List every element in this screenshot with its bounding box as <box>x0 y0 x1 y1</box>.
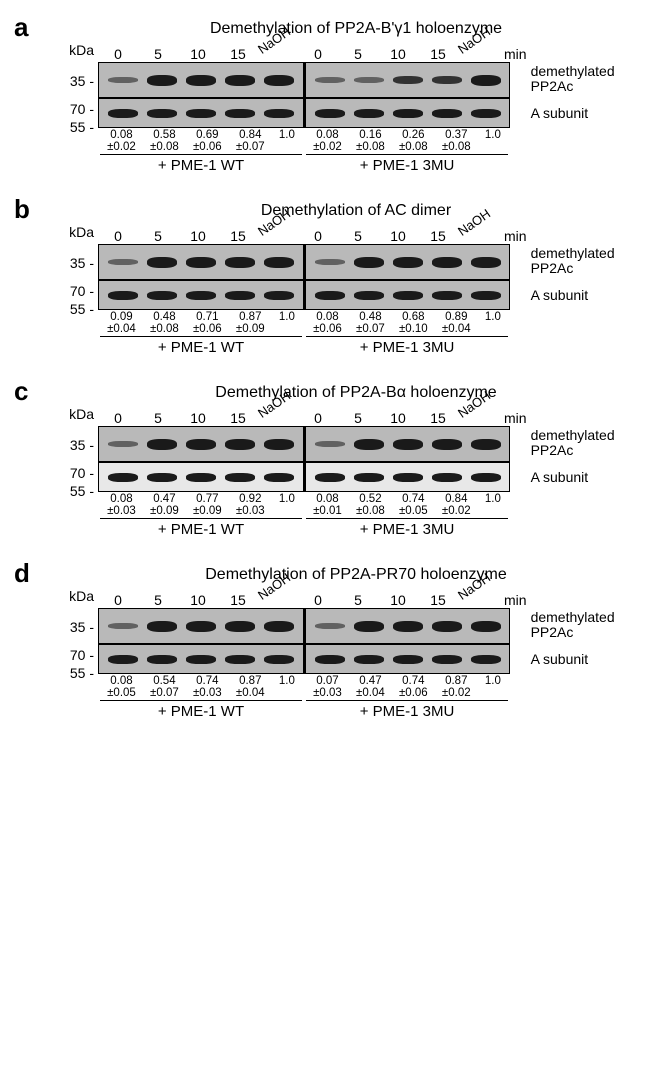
blot-asubunit-wt <box>98 644 304 674</box>
blot-demethylated-wt <box>98 62 304 98</box>
panel-letter: c <box>14 376 28 407</box>
mw-labels: kDa35 -70 -55 - <box>48 42 98 134</box>
row-labels: demethylatedPP2AcA subunit <box>527 42 615 121</box>
mw-labels: kDa35 -70 -55 - <box>48 224 98 316</box>
panel-a: aDemethylation of PP2A-B'γ1 holoenzymekD… <box>20 20 652 174</box>
blot-asubunit-mu <box>304 280 510 310</box>
mw-labels: kDa35 -70 -55 - <box>48 406 98 498</box>
row-labels: demethylatedPP2AcA subunit <box>527 406 615 485</box>
row-labels: demethylatedPP2AcA subunit <box>527 224 615 303</box>
panel-title: Demethylation of PP2A-PR70 holoenzyme <box>20 566 652 584</box>
blot-demethylated-wt <box>98 244 304 280</box>
blot-asubunit-wt <box>98 280 304 310</box>
quantification-values: 0.09±0.040.48±0.080.71±0.060.87±0.091.0+… <box>98 312 527 356</box>
panel-title: Demethylation of PP2A-B'γ1 holoenzyme <box>20 20 652 38</box>
quantification-values: 0.08±0.050.54±0.070.74±0.030.87±0.041.0+… <box>98 676 527 720</box>
quantification-values: 0.08±0.030.47±0.090.77±0.090.92±0.031.0+… <box>98 494 527 538</box>
panel-title: Demethylation of AC dimer <box>20 202 652 220</box>
blot-asubunit-mu <box>304 644 510 674</box>
row-labels: demethylatedPP2AcA subunit <box>527 588 615 667</box>
blot-asubunit-wt <box>98 98 304 128</box>
panel-letter: d <box>14 558 30 589</box>
blot-demethylated-mu <box>304 244 510 280</box>
blot-demethylated-wt <box>98 426 304 462</box>
quantification-values: 0.08±0.020.58±0.080.69±0.060.84±0.071.0+… <box>98 130 527 174</box>
panel-d: dDemethylation of PP2A-PR70 holoenzymekD… <box>20 566 652 720</box>
blot-demethylated-mu <box>304 608 510 644</box>
panel-title: Demethylation of PP2A-Bα holoenzyme <box>20 384 652 402</box>
panel-letter: b <box>14 194 30 225</box>
panel-letter: a <box>14 12 28 43</box>
blot-demethylated-mu <box>304 426 510 462</box>
mw-labels: kDa35 -70 -55 - <box>48 588 98 680</box>
blot-asubunit-mu <box>304 462 510 492</box>
blot-asubunit-wt <box>98 462 304 492</box>
panel-c: cDemethylation of PP2A-Bα holoenzymekDa3… <box>20 384 652 538</box>
blot-asubunit-mu <box>304 98 510 128</box>
panel-b: bDemethylation of AC dimerkDa35 -70 -55 … <box>20 202 652 356</box>
blot-demethylated-wt <box>98 608 304 644</box>
blot-demethylated-mu <box>304 62 510 98</box>
